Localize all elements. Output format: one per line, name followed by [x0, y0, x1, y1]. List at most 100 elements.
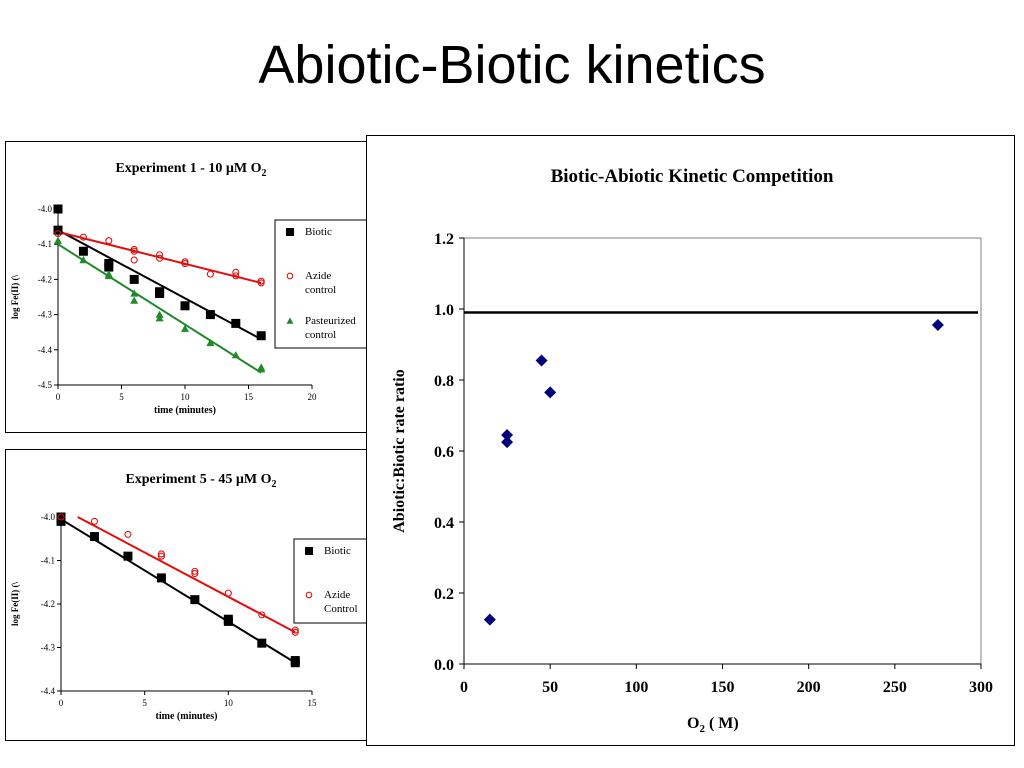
data-point [191, 570, 199, 578]
legend-label: Pasteurized [305, 315, 356, 327]
legend-marker [286, 272, 294, 280]
y-tick-label: -4.1 [38, 239, 52, 249]
trend-line [57, 243, 262, 374]
data-point [190, 595, 200, 605]
experiment-5-chart-panel: Experiment 5 - 45 µM O2 -4.0 -4.1 -4.2 -4.3 -… [5, 449, 377, 741]
x-tick-label: 5 [142, 698, 147, 708]
data-point [56, 516, 66, 526]
data-point [191, 567, 199, 575]
x-tick-label: 10 [181, 392, 191, 402]
data-point [157, 550, 165, 558]
data-point [54, 230, 62, 238]
data-point [501, 429, 514, 442]
trend-line [57, 229, 262, 341]
data-point [257, 638, 267, 648]
data-point [231, 351, 240, 359]
x-axis-label: O2 ( M) [687, 715, 739, 735]
y-tick-label: -4.4 [41, 686, 56, 696]
legend-marker [305, 547, 313, 555]
y-tick-label: -4.5 [38, 380, 53, 390]
data-point [501, 436, 514, 449]
data-point [155, 314, 164, 322]
data-point [223, 616, 233, 626]
y-tick-label: 0.2 [434, 586, 454, 603]
data-point [130, 296, 139, 304]
y-tick-label: 1.0 [434, 302, 454, 319]
x-tick-label: 20 [308, 392, 318, 402]
experiment-1-chart: Experiment 1 - 10 µM O2 -4.0 -4.1 -4.2 -4.3 -… [10, 161, 376, 416]
data-point [257, 365, 266, 373]
data-point [290, 658, 300, 668]
y-tick-label: -4.1 [41, 556, 55, 566]
data-point [129, 274, 139, 284]
y-tick-label: -4.0 [41, 512, 56, 522]
y-tick-label: -4.4 [38, 345, 53, 355]
data-point [57, 513, 65, 521]
trend-line [77, 516, 296, 634]
x-tick-label: 10 [224, 698, 234, 708]
legend-label: control [305, 329, 336, 341]
legend-label: Biotic [324, 545, 351, 557]
x-tick-label: 0 [460, 679, 468, 696]
data-point [123, 551, 133, 561]
data-point [89, 532, 99, 542]
y-tick-label: -4.0 [38, 204, 53, 214]
x-tick-label: 0 [59, 698, 64, 708]
data-point [130, 256, 138, 264]
trend-line [60, 518, 296, 664]
data-point [180, 301, 190, 311]
data-point [257, 279, 265, 287]
chart-title: Experiment 5 - 45 µM O2 [125, 472, 276, 490]
data-point [54, 236, 62, 244]
data-point [105, 237, 113, 245]
legend-marker [286, 317, 294, 324]
data-point [181, 260, 189, 268]
y-axis-label: log Fe(II) (\ [10, 582, 20, 626]
data-point [181, 324, 189, 332]
experiment-1-chart-panel: Experiment 1 - 10 µM O2 -4.0 -4.1 -4.2 -4.3 -… [5, 141, 377, 433]
y-axis-label: log Fe(II) (\ [10, 275, 20, 319]
y-tick-label: 0.6 [434, 444, 454, 461]
legend-label: Control [324, 603, 358, 615]
y-tick-label: -4.2 [38, 274, 52, 284]
y-tick-label: 1.2 [434, 231, 454, 248]
data-point [931, 318, 944, 331]
x-axis-label: time (minutes) [154, 405, 216, 416]
data-point [53, 204, 63, 214]
legend-label: Biotic [305, 226, 332, 238]
x-tick-label: 5 [119, 392, 124, 402]
x-tick-label: 100 [624, 679, 648, 696]
x-tick-label: 15 [244, 392, 254, 402]
data-point [90, 517, 99, 525]
data-point [258, 611, 266, 619]
data-point [206, 270, 214, 278]
data-point [224, 589, 232, 597]
x-tick-label: 15 [308, 698, 318, 708]
x-tick-label: 300 [969, 679, 993, 696]
y-tick-label: 0.4 [434, 515, 454, 532]
slide-title: Abiotic-Biotic kinetics [258, 35, 766, 95]
y-tick-label: 0.0 [434, 657, 454, 674]
y-tick-label: -4.3 [38, 310, 53, 320]
legend-marker [305, 591, 313, 599]
legend-marker [286, 228, 294, 236]
legend-box [274, 219, 376, 349]
legend-label: control [305, 284, 336, 296]
y-tick-label: -4.2 [41, 599, 55, 609]
data-point [535, 354, 548, 367]
data-point [124, 530, 132, 538]
x-tick-label: 200 [797, 679, 821, 696]
experiment-5-chart: Experiment 5 - 45 µM O2 -4.0 -4.1 -4.2 -4.3 -… [10, 472, 376, 722]
data-point [483, 613, 496, 626]
data-point [157, 552, 165, 560]
data-point [155, 288, 165, 298]
data-point [156, 251, 164, 259]
data-point [291, 628, 299, 636]
data-point [78, 246, 88, 256]
x-tick-label: 0 [56, 392, 61, 402]
legend-label: Azide [324, 589, 350, 601]
data-point [156, 254, 164, 262]
data-point [205, 310, 215, 320]
data-point [232, 268, 240, 276]
data-point [232, 272, 240, 280]
